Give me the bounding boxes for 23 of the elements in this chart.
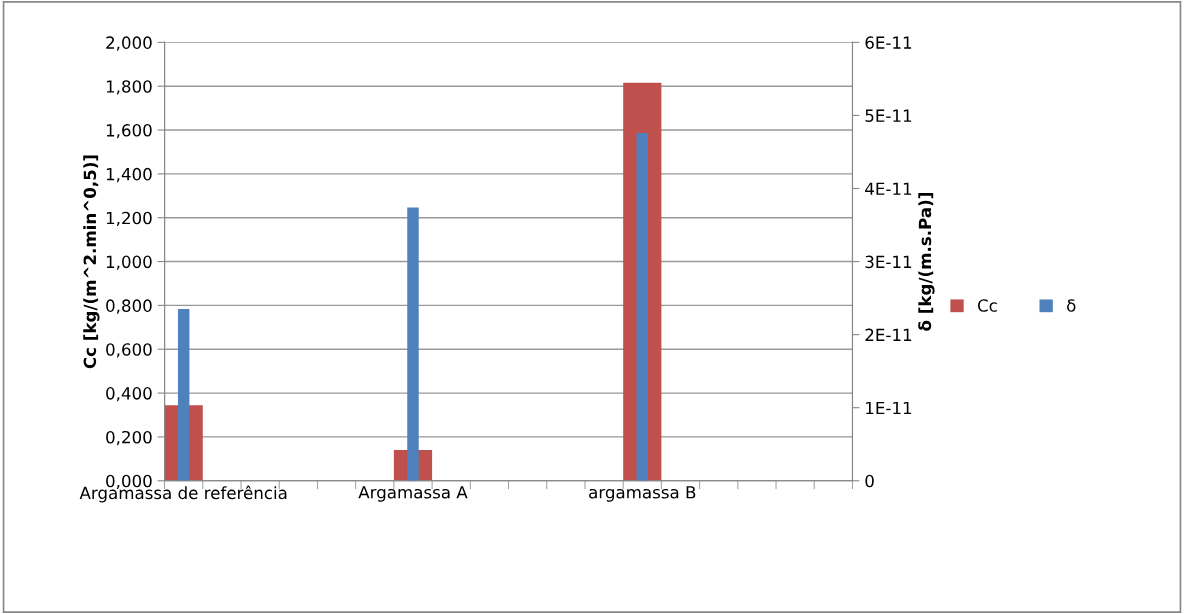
y2-tick-label: 1E-11 (866, 401, 912, 415)
y2-tick-label: 3E-11 (865, 255, 912, 269)
legend-label: δ (1067, 299, 1076, 312)
y-tick-label: 1,600 (106, 124, 152, 139)
y-tick-label: 0,600 (106, 343, 152, 358)
y-tick-label: 1,000 (106, 255, 152, 270)
y-tick-label: 0,400 (106, 387, 152, 402)
y2-tick-label: 2E-11 (865, 328, 912, 341)
x-tick-label: Argamassa A (358, 486, 468, 502)
y-axis-title: Cc [kg/(m^2.min^0,5)] (83, 155, 100, 369)
y-tick-label: 2,000 (106, 36, 152, 51)
y-tick-label: 1,800 (106, 80, 152, 95)
x-tick-label: argamassa B (589, 486, 696, 502)
legend-label: Cc (977, 299, 997, 312)
y2-tick-label: 4E-11 (865, 182, 912, 195)
y2-axis-title: δ [kg/(m.s.Pa)] (918, 193, 935, 331)
y2-tick-label: 0 (865, 474, 874, 488)
y-tick-label: 0,200 (106, 430, 152, 446)
y-tick-label: 1,200 (106, 211, 152, 226)
y-tick-label: 1,400 (106, 167, 152, 183)
y2-tick-label: 6E-11 (865, 36, 912, 49)
y2-tick-label: 5E-11 (865, 109, 912, 122)
y-tick-label: 0,800 (106, 299, 152, 314)
